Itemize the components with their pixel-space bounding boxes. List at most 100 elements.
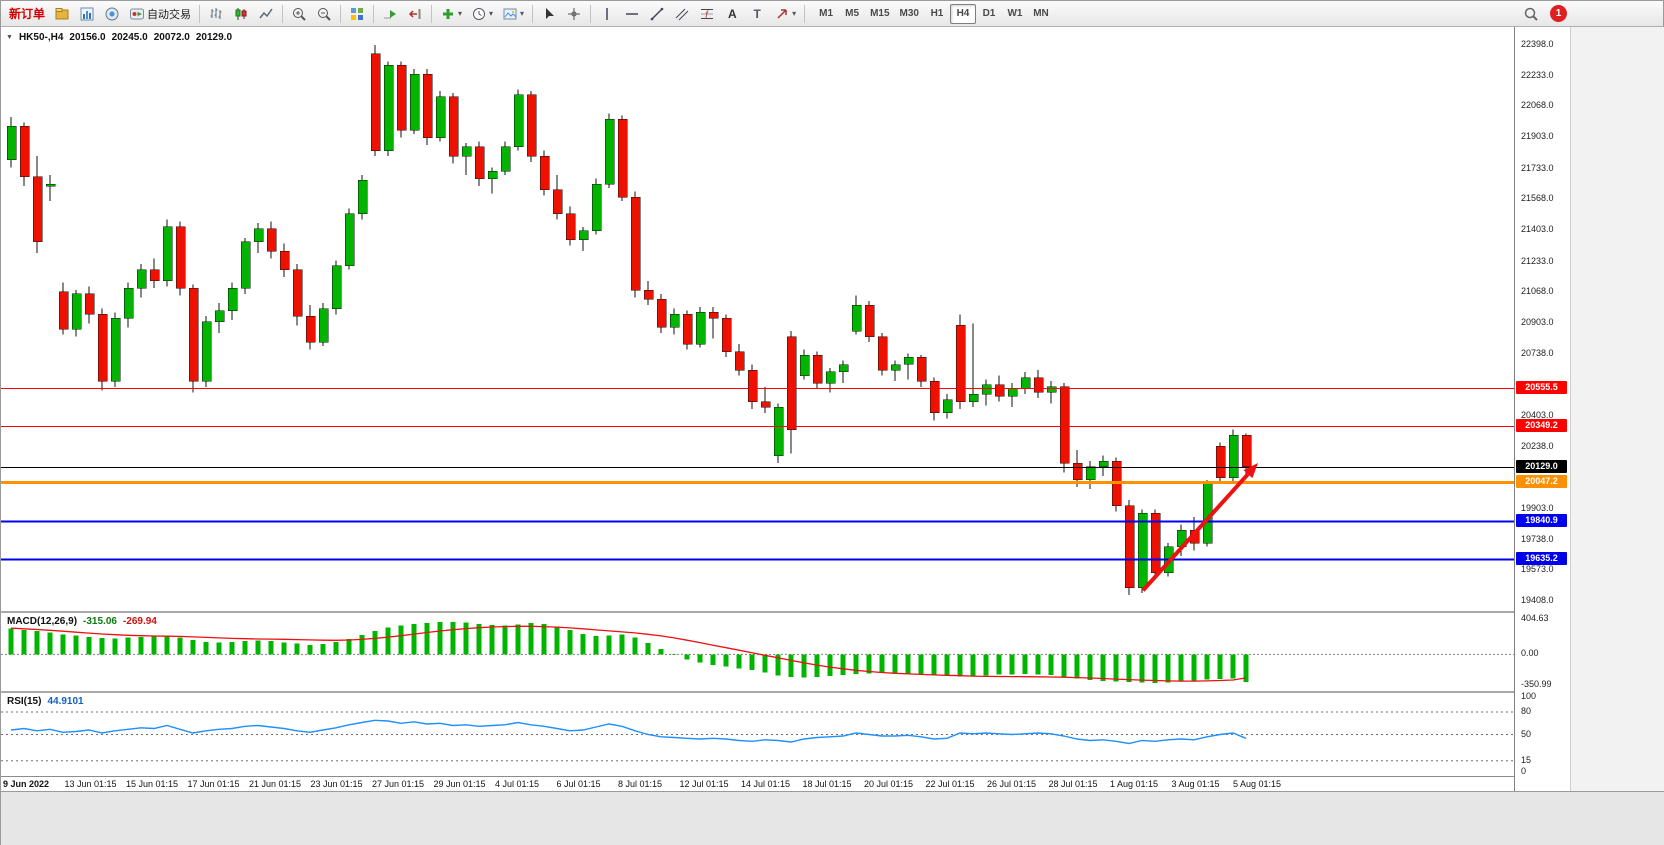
- line-chart-mode-button[interactable]: [254, 3, 278, 25]
- new-chart-button[interactable]: ▾: [436, 3, 466, 25]
- panel-separator[interactable]: [1, 691, 1514, 693]
- data-window-button[interactable]: [100, 3, 124, 25]
- charts-button[interactable]: [75, 3, 99, 25]
- crosshair-icon: [568, 7, 581, 20]
- time-label: 14 Jul 01:15: [741, 779, 791, 789]
- collapse-panel-icon[interactable]: ▼: [6, 34, 13, 41]
- text-label-tool-button[interactable]: T: [745, 3, 769, 25]
- timeframe-m30-button[interactable]: M30: [899, 8, 919, 19]
- macd-tick-label: -350.99: [1521, 679, 1552, 689]
- price-tick-label: 22068.0: [1521, 100, 1554, 111]
- bar-chart-icon: [210, 7, 222, 19]
- price-tick-label: 19738.0: [1521, 533, 1554, 544]
- channel-tool-button[interactable]: [670, 3, 694, 25]
- periods-button[interactable]: ▾: [467, 3, 497, 25]
- macd-indicator-label: MACD(12,26,9) -315.06 -269.94: [7, 616, 157, 627]
- price-tick-label: 20738.0: [1521, 347, 1554, 358]
- price-tag-20129.0: 20129.0: [1516, 459, 1567, 473]
- price-tick-label: 21403.0: [1521, 224, 1554, 235]
- timeframe-d1-button[interactable]: D1: [982, 8, 996, 19]
- bar-chart-mode-button[interactable]: [204, 3, 228, 25]
- time-label: 9 Jun 2022: [3, 779, 50, 789]
- vertical-line-tool-button[interactable]: [595, 3, 619, 25]
- rsi-tick-label: 80: [1521, 706, 1532, 716]
- timeframe-h4-button[interactable]: H4: [949, 3, 976, 24]
- horizontal-line-icon: [626, 12, 639, 15]
- toolbar-separator: [431, 4, 433, 23]
- rsi-indicator-panel[interactable]: [1, 693, 1514, 776]
- text-tool-button[interactable]: A: [720, 3, 744, 25]
- template-image-icon: [503, 8, 517, 19]
- zoom-in-button[interactable]: [287, 3, 311, 25]
- time-label: 22 Jul 01:15: [925, 779, 975, 789]
- trendline-tool-button[interactable]: [645, 3, 669, 25]
- level-lines: [1, 388, 1514, 561]
- window-filler: [1570, 27, 1664, 791]
- timeframe-m5-button[interactable]: M5: [845, 8, 860, 19]
- price-tick-label: 21068.0: [1521, 286, 1554, 297]
- macd-signal-value: -269.94: [122, 616, 157, 627]
- zoom-out-icon: [318, 7, 331, 21]
- time-label: 6 Jul 01:15: [556, 779, 601, 789]
- panel-separator[interactable]: [1, 611, 1514, 613]
- macd-name: MACD(12,26,9): [7, 616, 78, 627]
- candlestick-mode-button[interactable]: [229, 3, 253, 25]
- candlestick-chart-icon: [235, 7, 247, 20]
- svg-text:A: A: [728, 7, 737, 21]
- arrow-object-icon: [777, 8, 787, 19]
- price-tag-19635.2: 19635.2: [1516, 551, 1567, 565]
- price-tick-label: 21233.0: [1521, 255, 1554, 266]
- price-tick-label: 20238.0: [1521, 440, 1554, 451]
- time-label: 17 Jun 01:15: [187, 779, 240, 789]
- search-button[interactable]: [1519, 3, 1543, 25]
- dropdown-caret-icon: ▾: [792, 8, 797, 18]
- rsi-name: RSI(15): [7, 696, 42, 707]
- svg-text:ƒ: ƒ: [705, 9, 710, 19]
- price-tag-20047.2: 20047.2: [1516, 475, 1567, 489]
- cursor-tool-button[interactable]: [537, 3, 561, 25]
- horizontal-line-tool-button[interactable]: [620, 3, 644, 25]
- auto-scroll-icon: [384, 9, 397, 18]
- line-chart-icon: [259, 8, 273, 18]
- zoom-out-button[interactable]: [312, 3, 336, 25]
- timeframe-mn-button[interactable]: MN: [1033, 8, 1049, 19]
- cursor-icon: [546, 7, 555, 19]
- crosshair-tool-button[interactable]: [562, 3, 586, 25]
- price-axis[interactable]: 22398.0 22233.0 22068.0 21903.0 21733.0 21568…: [1514, 27, 1569, 791]
- timeframe-w1-button[interactable]: W1: [1007, 8, 1023, 19]
- rsi-tick-label: 50: [1521, 728, 1532, 739]
- templates-button[interactable]: ▾: [498, 3, 528, 25]
- profiles-button[interactable]: [50, 3, 74, 25]
- trend-arrow-line: [1141, 472, 1250, 592]
- search-icon: [1524, 7, 1538, 21]
- notification-badge[interactable]: 1: [1550, 5, 1567, 22]
- fibonacci-tool-button[interactable]: ƒ: [695, 3, 719, 25]
- timeframe-h1-button[interactable]: H1: [930, 8, 944, 19]
- chart-shift-button[interactable]: [403, 3, 427, 25]
- macd-main-value: -315.06: [83, 616, 117, 627]
- timeframe-m15-button[interactable]: M15: [870, 8, 890, 19]
- arrows-tool-button[interactable]: ▾: [770, 3, 800, 25]
- tile-windows-button[interactable]: [345, 3, 369, 25]
- time-label: 20 Jul 01:15: [864, 779, 914, 789]
- text-icon: A: [728, 7, 737, 21]
- chart-window: ▼ HK50-,H4 20156.0 20245.0 20072.0 20129…: [1, 27, 1664, 791]
- price-tick-label: 21733.0: [1521, 162, 1554, 173]
- macd-histogram: [8, 621, 1249, 683]
- time-label: 29 Jun 01:15: [433, 779, 486, 789]
- time-axis[interactable]: 9 Jun 2022 13 Jun 01:15 15 Jun 01:15 17 Jun…: [1, 777, 1514, 791]
- auto-scroll-button[interactable]: [378, 3, 402, 25]
- close-value: 20129.0: [195, 32, 233, 43]
- auto-trading-button[interactable]: 自动交易: [125, 3, 195, 25]
- price-chart-panel[interactable]: [1, 28, 1514, 611]
- price-tick-label: 22398.0: [1521, 39, 1554, 49]
- text-label-icon: T: [754, 7, 762, 21]
- new-order-button[interactable]: 新订单: [5, 3, 49, 25]
- macd-indicator-panel[interactable]: [1, 613, 1514, 691]
- timeframe-m1-button[interactable]: M1: [819, 8, 834, 19]
- price-tick-label: 19408.0: [1521, 594, 1554, 605]
- time-label: 26 Jul 01:15: [987, 779, 1037, 789]
- rsi-tick-label: 0: [1521, 766, 1527, 776]
- time-label: 1 Aug 01:15: [1110, 779, 1159, 789]
